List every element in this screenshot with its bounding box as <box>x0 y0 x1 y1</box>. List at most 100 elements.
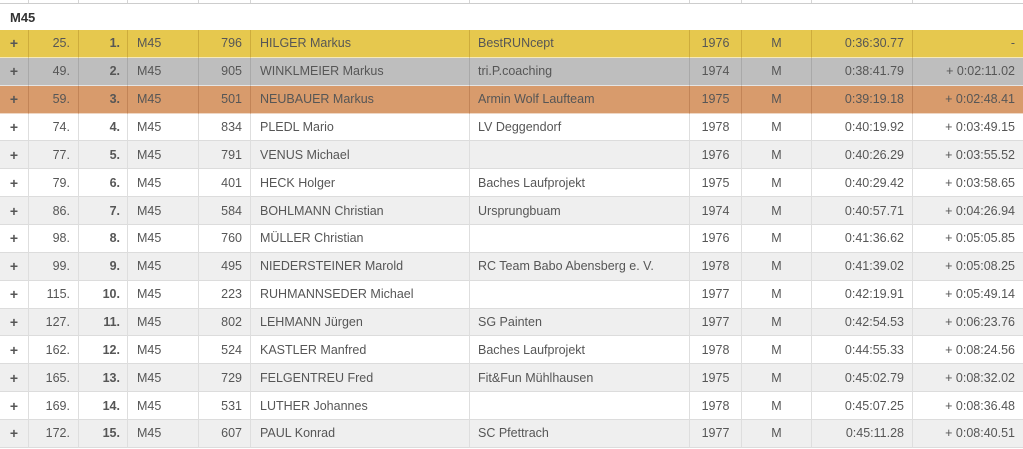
category-place: 4. <box>79 113 128 142</box>
result-row[interactable]: +86. 7. M45 584 BOHLMANN Christian Ursprungbu… <box>0 197 1023 226</box>
result-row[interactable]: +127. 11. M45 802 LEHMANN Jürgen SG Painten 19… <box>0 308 1023 337</box>
sex: M <box>742 392 812 421</box>
athlete-name: NIEDERSTEINER Marold <box>251 252 470 281</box>
birth-year: 1974 <box>690 197 742 226</box>
athlete-name: PLEDL Mario <box>251 113 470 142</box>
team-name: Armin Wolf Laufteam <box>470 85 690 114</box>
team-name: Baches Laufprojekt <box>470 336 690 365</box>
time-gap: - <box>913 30 1023 58</box>
expand-row-button[interactable]: + <box>0 141 29 170</box>
sex: M <box>742 85 812 114</box>
overall-place: 99. <box>29 252 79 281</box>
birth-year: 1978 <box>690 252 742 281</box>
time-gap: + 0:03:55.52 <box>913 141 1023 170</box>
team-name: Baches Laufprojekt <box>470 169 690 198</box>
time-gap: + 0:06:23.76 <box>913 308 1023 337</box>
expand-row-button[interactable]: + <box>0 364 29 393</box>
category: M45 <box>128 30 199 58</box>
category-place: 13. <box>79 364 128 393</box>
sex: M <box>742 364 812 393</box>
overall-place: 59. <box>29 85 79 114</box>
time-gap: + 0:03:58.65 <box>913 169 1023 198</box>
category-place: 14. <box>79 392 128 421</box>
column-divider <box>470 0 690 3</box>
sex: M <box>742 280 812 309</box>
finish-time: 0:38:41.79 <box>812 57 913 86</box>
time-gap: + 0:04:26.94 <box>913 197 1023 226</box>
expand-row-button[interactable]: + <box>0 197 29 226</box>
sex: M <box>742 308 812 337</box>
overall-place: 115. <box>29 280 79 309</box>
category: M45 <box>128 197 199 226</box>
athlete-name: LEHMANN Jürgen <box>251 308 470 337</box>
expand-row-button[interactable]: + <box>0 225 29 253</box>
expand-row-button[interactable]: + <box>0 169 29 198</box>
overall-place: 127. <box>29 308 79 337</box>
expand-row-button[interactable]: + <box>0 336 29 365</box>
result-row[interactable]: +99. 9. M45 495 NIEDERSTEINER Marold RC Team … <box>0 252 1023 281</box>
sex: M <box>742 197 812 226</box>
result-row[interactable]: +165. 13. M45 729 FELGENTREU Fred Fit&Fun Müh… <box>0 364 1023 393</box>
expand-row-button[interactable]: + <box>0 252 29 281</box>
finish-time: 0:44:55.33 <box>812 336 913 365</box>
birth-year: 1976 <box>690 30 742 58</box>
result-row[interactable]: +25. 1. M45 796 HILGER Markus BestRUNcept 1976… <box>0 30 1023 58</box>
birth-year: 1976 <box>690 141 742 170</box>
birth-year: 1978 <box>690 113 742 142</box>
category: M45 <box>128 225 199 253</box>
category-place: 10. <box>79 280 128 309</box>
overall-place: 172. <box>29 420 79 448</box>
expand-row-button[interactable]: + <box>0 280 29 309</box>
expand-row-button[interactable]: + <box>0 85 29 114</box>
bib-number: 524 <box>199 336 251 365</box>
bib-number: 401 <box>199 169 251 198</box>
overall-place: 98. <box>29 225 79 253</box>
birth-year: 1977 <box>690 420 742 448</box>
category: M45 <box>128 420 199 448</box>
finish-time: 0:40:29.42 <box>812 169 913 198</box>
athlete-name: NEUBAUER Markus <box>251 85 470 114</box>
result-row[interactable]: +172. 15. M45 607 PAUL Konrad SC Pfettrach 197… <box>0 420 1023 448</box>
category: M45 <box>128 57 199 86</box>
bib-number: 802 <box>199 308 251 337</box>
expand-row-button[interactable]: + <box>0 392 29 421</box>
sex: M <box>742 57 812 86</box>
column-divider <box>29 0 79 3</box>
expand-row-button[interactable]: + <box>0 308 29 337</box>
expand-row-button[interactable]: + <box>0 113 29 142</box>
birth-year: 1975 <box>690 85 742 114</box>
time-gap: + 0:02:48.41 <box>913 85 1023 114</box>
expand-row-button[interactable]: + <box>0 30 29 58</box>
time-gap: + 0:05:49.14 <box>913 280 1023 309</box>
results-body: +25. 1. M45 796 HILGER Markus BestRUNcept 1976… <box>0 30 1023 448</box>
overall-place: 49. <box>29 57 79 86</box>
result-row[interactable]: +74. 4. M45 834 PLEDL Mario LV Deggendorf 1978… <box>0 113 1023 142</box>
result-row[interactable]: +59. 3. M45 501 NEUBAUER Markus Armin Wolf La… <box>0 85 1023 114</box>
result-row[interactable]: +169. 14. M45 531 LUTHER Johannes 1978 M 0:45:0… <box>0 392 1023 421</box>
overall-place: 86. <box>29 197 79 226</box>
category: M45 <box>128 113 199 142</box>
expand-row-button[interactable]: + <box>0 57 29 86</box>
result-row[interactable]: +77. 5. M45 791 VENUS Michael 1976 M 0:40:26.29… <box>0 141 1023 170</box>
athlete-name: PAUL Konrad <box>251 420 470 448</box>
sex: M <box>742 141 812 170</box>
team-name: BestRUNcept <box>470 30 690 58</box>
team-name: Ursprungbuam <box>470 197 690 226</box>
category: M45 <box>128 364 199 393</box>
finish-time: 0:36:30.77 <box>812 30 913 58</box>
time-gap: + 0:08:36.48 <box>913 392 1023 421</box>
result-row[interactable]: +162. 12. M45 524 KASTLER Manfred Baches Lauf… <box>0 336 1023 365</box>
overall-place: 162. <box>29 336 79 365</box>
results-table: +25. 1. M45 796 HILGER Markus BestRUNcept 1976… <box>0 30 1023 448</box>
time-gap: + 0:08:24.56 <box>913 336 1023 365</box>
column-divider <box>742 0 812 3</box>
team-name <box>470 280 690 309</box>
result-row[interactable]: +49. 2. M45 905 WINKLMEIER Markus tri.P.coach… <box>0 57 1023 86</box>
result-row[interactable]: +98. 8. M45 760 MÜLLER Christian 1976 M 0:41:36… <box>0 225 1023 253</box>
result-row[interactable]: +79. 6. M45 401 HECK Holger Baches Laufprojek… <box>0 169 1023 198</box>
finish-time: 0:45:07.25 <box>812 392 913 421</box>
category: M45 <box>128 308 199 337</box>
column-divider <box>79 0 128 3</box>
expand-row-button[interactable]: + <box>0 420 29 448</box>
result-row[interactable]: +115. 10. M45 223 RUHMANNSEDER Michael 1977 M 0… <box>0 280 1023 309</box>
